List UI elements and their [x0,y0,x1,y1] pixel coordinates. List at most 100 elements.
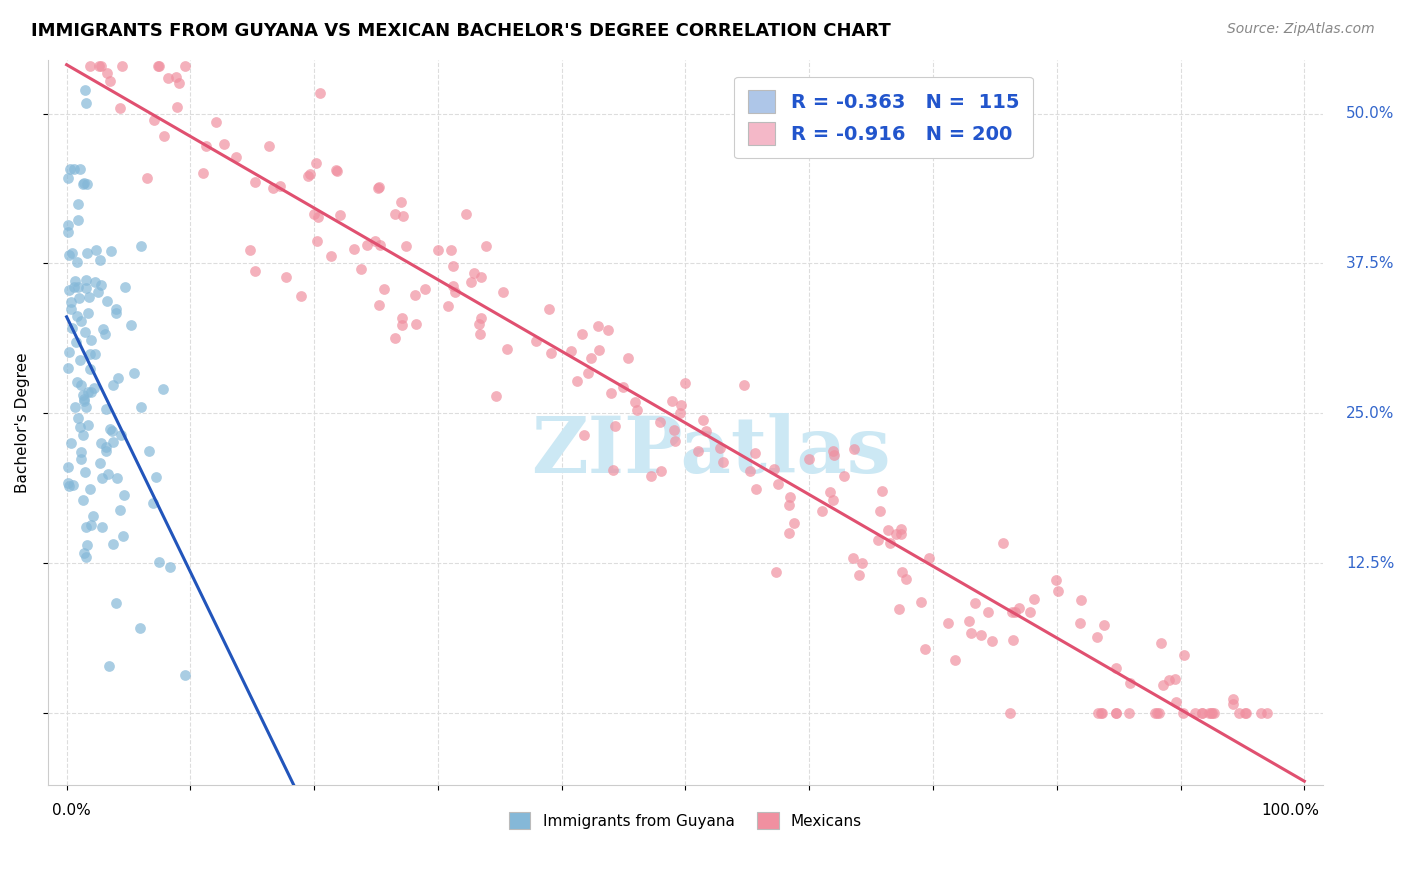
Point [77,417,100,432]
Point [695,425,717,439]
Point [67,279,90,293]
Point [90,59,112,73]
Point [76,177,98,191]
Point [84,347,107,361]
Point [1146,706,1168,720]
Point [304,156,326,170]
Point [1045,573,1067,587]
Point [1105,706,1128,720]
Point [1227,706,1250,720]
Point [404,288,426,302]
Point [76,245,98,260]
Point [84,243,107,257]
Point [671,398,693,412]
Point [299,168,322,182]
Point [877,523,900,537]
Point [111,59,134,73]
Point [91,520,114,534]
Point [779,490,801,504]
Point [84,275,107,289]
Point [890,523,912,537]
Point [104,302,127,317]
Point [65,376,87,390]
Point [384,331,406,345]
Point [851,556,873,570]
Point [565,374,588,388]
Point [70,314,93,328]
Point [373,281,395,295]
Point [67,411,90,425]
Point [66,255,89,269]
Point [437,299,460,313]
Point [58,361,80,376]
Point [661,393,683,408]
Point [145,469,167,483]
Point [588,343,610,358]
Point [70,445,93,459]
Point [605,418,627,433]
Point [579,351,602,365]
Point [960,625,983,640]
Point [783,516,806,530]
Point [405,317,427,331]
Text: ZIPatlas: ZIPatlas [531,413,891,490]
Point [96,444,118,458]
Point [80,518,103,533]
Point [1001,605,1024,619]
Point [97,658,120,673]
Point [114,280,136,294]
Point [58,345,80,359]
Point [58,283,80,297]
Point [152,383,174,397]
Point [1087,706,1109,720]
Point [868,533,890,548]
Point [72,545,94,559]
Point [686,444,709,458]
Point [936,615,959,630]
Point [468,318,491,332]
Point [59,435,82,450]
Point [77,306,100,320]
Point [1171,706,1194,720]
Point [297,169,319,184]
Point [454,207,477,221]
Point [1202,706,1225,720]
Point [891,565,914,579]
Point [262,180,284,194]
Point [842,442,865,457]
Point [329,209,352,223]
Point [537,302,560,317]
Point [56,225,79,239]
Point [69,451,91,466]
Point [138,443,160,458]
Point [103,537,125,551]
Point [79,333,101,347]
Point [441,259,464,273]
Point [918,550,941,565]
Point [169,76,191,90]
Point [588,318,610,333]
Point [811,504,834,518]
Point [744,446,766,460]
Point [870,484,893,499]
Point [977,605,1000,619]
Point [165,70,187,84]
Point [83,381,105,395]
Point [108,101,131,115]
Point [821,444,844,458]
Text: 12.5%: 12.5% [1346,556,1395,571]
Point [1222,697,1244,711]
Point [72,388,94,402]
Point [460,276,482,290]
Point [599,385,621,400]
Point [468,327,491,342]
Point [1069,615,1091,630]
Point [368,298,391,312]
Point [75,273,97,287]
Point [105,306,128,320]
Point [129,621,152,635]
Point [617,351,640,365]
Point [1198,706,1220,720]
Point [205,115,228,129]
Point [763,462,786,476]
